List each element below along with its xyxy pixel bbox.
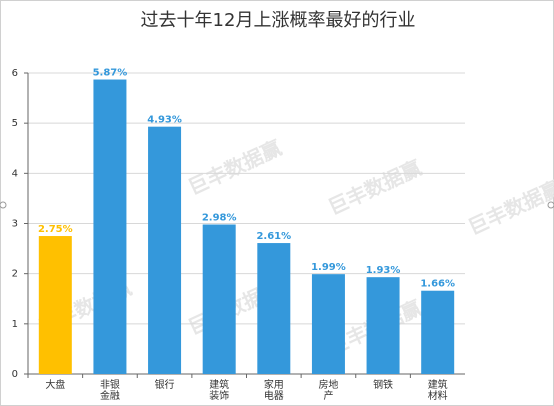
x-tick-label: 钢铁	[373, 380, 394, 391]
bar	[311, 274, 345, 374]
value-label: 1.99%	[311, 262, 346, 273]
bar	[366, 277, 400, 374]
watermark: 巨丰数据赢	[464, 176, 554, 240]
chart-title: 过去十年12月上涨概率最好的行业	[141, 10, 416, 31]
value-label: 2.75%	[38, 224, 73, 235]
y-tick-label: 3	[12, 219, 18, 230]
x-tick-label: 大盘	[45, 380, 66, 391]
value-label: 1.93%	[366, 265, 401, 276]
watermark: 巨丰数据赢	[324, 156, 425, 220]
y-tick-label: 6	[12, 68, 18, 79]
y-tick-label: 4	[12, 168, 18, 179]
value-label: 2.98%	[202, 213, 237, 224]
bar	[93, 79, 127, 374]
x-tick-label: 家用电器	[263, 380, 284, 402]
bar	[421, 290, 455, 374]
watermark: 巨丰数据赢	[184, 136, 285, 200]
bar	[38, 236, 72, 374]
x-tick-label: 银行	[154, 380, 175, 391]
value-label: 2.61%	[256, 231, 291, 242]
x-tick-label: 建筑材料	[427, 380, 448, 402]
bar	[148, 126, 182, 374]
y-tick-label: 1	[12, 319, 18, 330]
bar	[202, 224, 236, 374]
x-tick-label: 建筑装饰	[209, 380, 230, 402]
y-tick-label: 0	[12, 369, 18, 380]
handle	[0, 201, 7, 209]
value-label: 5.87%	[93, 68, 128, 79]
x-tick-label: 房地产	[318, 380, 339, 402]
y-tick-label: 5	[12, 118, 18, 129]
handle	[547, 201, 554, 209]
value-label: 1.66%	[420, 279, 455, 290]
bar	[257, 243, 291, 374]
value-label: 4.93%	[147, 115, 182, 126]
y-tick-label: 2	[12, 269, 18, 280]
x-tick-label: 非银金融	[99, 380, 120, 402]
